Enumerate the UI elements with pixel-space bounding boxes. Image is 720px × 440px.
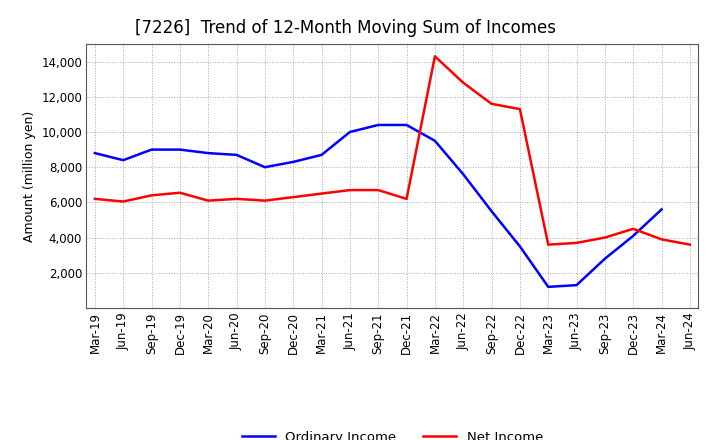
Net Income [431,54,439,59]
Net Income [516,106,524,112]
Net Income [318,191,326,196]
Line: Net Income: Net Income [95,56,690,245]
Ordinary Income [600,256,609,261]
Ordinary Income [657,207,666,212]
Net Income [233,196,241,202]
Net Income [91,196,99,202]
Net Income [374,187,382,193]
Net Income [600,235,609,240]
Net Income [629,226,637,231]
Ordinary Income [544,284,552,290]
Net Income [289,194,297,200]
Ordinary Income [402,122,411,128]
Net Income [685,242,694,247]
Ordinary Income [289,159,297,165]
Net Income [261,198,269,203]
Net Income [657,237,666,242]
Net Income [346,187,354,193]
Y-axis label: Amount (million yen): Amount (million yen) [23,110,36,242]
Ordinary Income [629,233,637,238]
Ordinary Income [91,150,99,156]
Net Income [402,196,411,202]
Ordinary Income [459,172,467,177]
Ordinary Income [148,147,156,152]
Net Income [119,199,127,204]
Net Income [572,240,581,246]
Net Income [204,198,212,203]
Ordinary Income [346,129,354,135]
Ordinary Income [176,147,184,152]
Ordinary Income [487,209,496,214]
Net Income [459,80,467,85]
Ordinary Income [318,152,326,158]
Ordinary Income [431,138,439,143]
Legend: Ordinary Income, Net Income: Ordinary Income, Net Income [237,425,548,440]
Ordinary Income [374,122,382,128]
Net Income [487,101,496,106]
Ordinary Income [516,244,524,249]
Net Income [148,193,156,198]
Ordinary Income [261,165,269,170]
Ordinary Income [233,152,241,158]
Ordinary Income [119,158,127,163]
Text: [7226]  Trend of 12-Month Moving Sum of Incomes: [7226] Trend of 12-Month Moving Sum of I… [135,19,557,37]
Net Income [544,242,552,247]
Ordinary Income [204,150,212,156]
Ordinary Income [572,282,581,288]
Line: Ordinary Income: Ordinary Income [95,125,662,287]
Net Income [176,190,184,195]
